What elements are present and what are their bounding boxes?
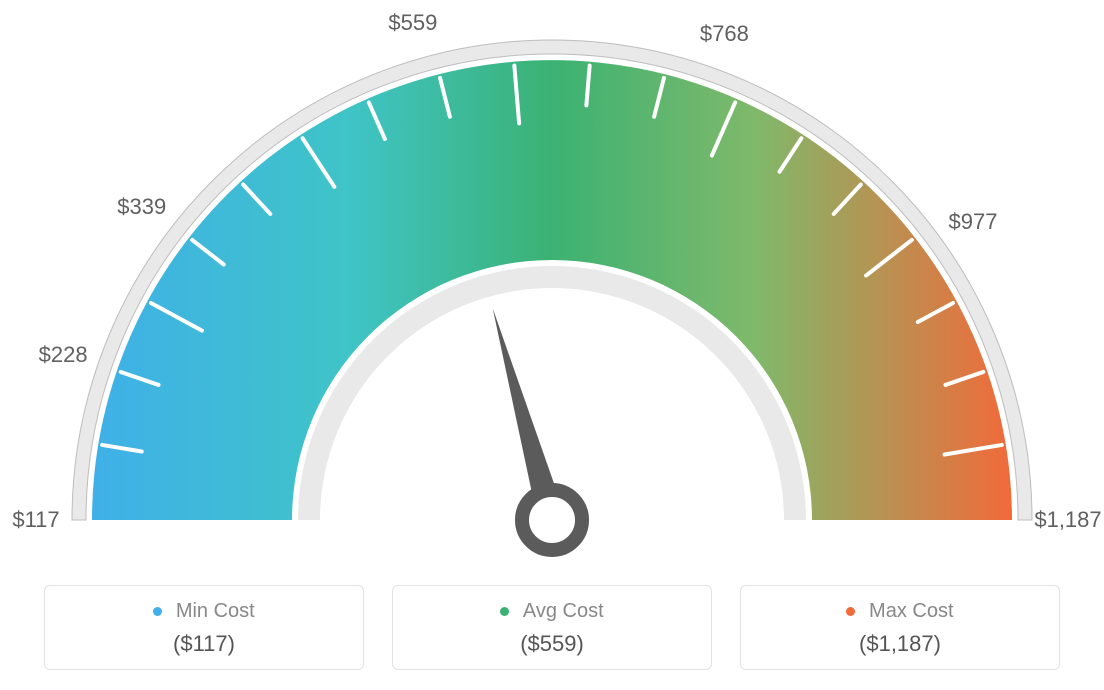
tick-label-4: $768 [700,21,749,47]
legend-boxes: Min Cost ($117) Avg Cost ($559) Max Cost… [0,585,1104,670]
cost-gauge-widget: $117 $228 $339 $559 $768 $977 $1,187 Min… [0,0,1104,690]
legend-label-avg: Avg Cost [523,600,604,622]
gauge-svg [42,20,1062,560]
legend-box-min: Min Cost ($117) [44,585,364,670]
tick-label-6: $1,187 [1034,507,1101,533]
tick-label-1: $228 [39,342,88,368]
legend-box-max: Max Cost ($1,187) [740,585,1060,670]
dot-icon [500,607,509,616]
legend-title-min: Min Cost [55,600,353,623]
legend-title-max: Max Cost [751,600,1049,623]
gauge-area: $117 $228 $339 $559 $768 $977 $1,187 [0,0,1104,560]
tick-label-5: $977 [949,209,998,235]
legend-label-min: Min Cost [176,600,255,622]
tick-label-3: $559 [388,10,437,36]
legend-title-avg: Avg Cost [403,600,701,623]
legend-value-min: ($117) [55,631,353,657]
legend-value-max: ($1,187) [751,631,1049,657]
legend-box-avg: Avg Cost ($559) [392,585,712,670]
tick-label-0: $117 [12,507,59,533]
tick-label-2: $339 [117,194,166,220]
dot-icon [846,607,855,616]
dot-icon [153,607,162,616]
legend-label-max: Max Cost [869,600,953,622]
legend-value-avg: ($559) [403,631,701,657]
